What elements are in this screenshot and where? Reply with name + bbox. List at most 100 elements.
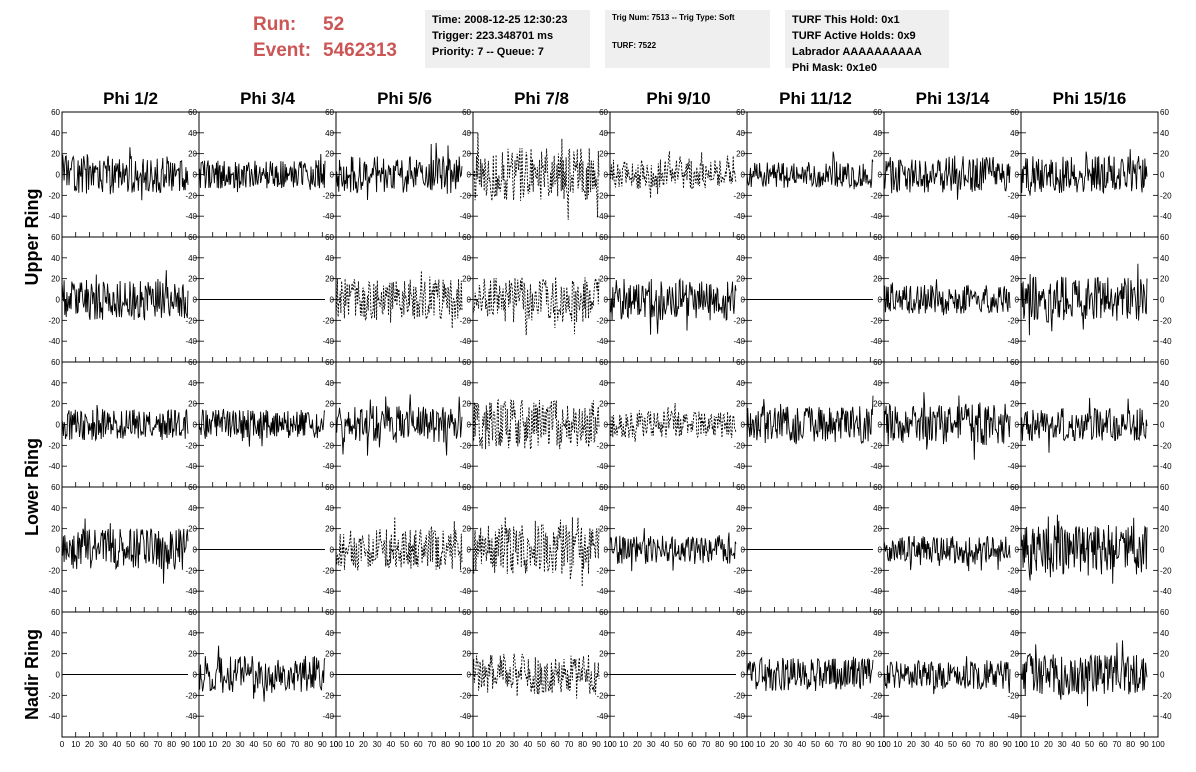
y-tick-label: 20 (599, 400, 608, 409)
waveform-trace-r2-c5 (746, 395, 874, 457)
y-tick-label: -20 (870, 316, 882, 325)
y-tick-label: 40 (325, 254, 334, 263)
y-tick-label: 20 (873, 400, 882, 409)
ring-label-1: Upper Ring (22, 189, 42, 286)
x-tick-label: 40 (523, 740, 532, 749)
waveform-trace-r4-c1 (198, 645, 326, 702)
y-tick-label: 60 (51, 233, 60, 242)
y-tick-label: -20 (322, 191, 334, 200)
y-tick-label: 60 (188, 608, 197, 617)
y-tick-label: -20 (870, 691, 882, 700)
y-tick-label: 0 (467, 171, 472, 180)
y-tick-label: 0 (741, 671, 746, 680)
x-tick-label: 90 (455, 740, 464, 749)
x-tick-label: 10 (756, 740, 765, 749)
y-tick-label: 20 (188, 650, 197, 659)
waveform-trace-r2-c7 (1020, 397, 1148, 453)
y-tick-label: -40 (185, 462, 197, 471)
y-tick-label-right: 60 (1160, 608, 1169, 617)
x-tick-label: 70 (564, 740, 573, 749)
y-tick-label: -40 (459, 712, 471, 721)
y-tick-label: 40 (325, 629, 334, 638)
y-tick-label: 0 (56, 546, 61, 555)
column-title-4: Phi 7/8 (514, 89, 569, 108)
y-tick-label: 0 (56, 421, 61, 430)
waveform-trace-r0-c6 (883, 155, 1011, 200)
y-tick-label: 40 (1010, 504, 1019, 513)
y-tick-label: -20 (322, 441, 334, 450)
y-tick-label: -20 (185, 441, 197, 450)
x-tick-label: 90 (1140, 740, 1149, 749)
y-tick-label: 40 (873, 504, 882, 513)
x-tick-label: 50 (948, 740, 957, 749)
y-tick-label: -20 (733, 691, 745, 700)
panel-frame-r0-c4 (609, 111, 748, 238)
y-tick-label: 60 (462, 108, 471, 117)
y-tick-label: 0 (330, 296, 335, 305)
y-tick-label: 40 (599, 504, 608, 513)
x-tick-label: 80 (715, 740, 724, 749)
x-tick-label: 80 (441, 740, 450, 749)
x-tick-label: 80 (167, 740, 176, 749)
y-tick-label: -40 (596, 212, 608, 221)
x-tick-label: 100 (466, 740, 480, 749)
y-tick-label-right: 40 (1160, 129, 1169, 138)
y-tick-label: 20 (736, 525, 745, 534)
event-label: Event: (253, 40, 312, 61)
y-tick-label: 60 (1010, 108, 1019, 117)
y-tick-label-right: 20 (1160, 400, 1169, 409)
x-tick-label: 0 (882, 740, 887, 749)
x-tick-label: 20 (496, 740, 505, 749)
y-tick-label: -40 (733, 462, 745, 471)
x-tick-label: 90 (1003, 740, 1012, 749)
y-tick-label: -40 (185, 587, 197, 596)
y-tick-label-right: 20 (1160, 525, 1169, 534)
x-tick-label: 0 (60, 740, 65, 749)
y-tick-label: 40 (51, 504, 60, 513)
waveform-trace-r1-c4 (609, 277, 737, 335)
run-row: Run: 52 (253, 12, 397, 38)
y-tick-label: -40 (185, 212, 197, 221)
y-tick-label: 60 (1010, 233, 1019, 242)
y-tick-label: 40 (873, 629, 882, 638)
y-tick-label: 40 (462, 504, 471, 513)
y-tick-label: 60 (325, 233, 334, 242)
y-tick-label: 20 (736, 400, 745, 409)
waveform-trace-r2-c1 (198, 408, 326, 447)
x-tick-label: 70 (153, 740, 162, 749)
y-tick-label: 0 (1015, 296, 1020, 305)
y-tick-label: 60 (599, 233, 608, 242)
y-tick-label: 0 (1015, 171, 1020, 180)
y-tick-label: 20 (188, 150, 197, 159)
y-tick-label: 0 (604, 671, 609, 680)
y-tick-label: 60 (1010, 608, 1019, 617)
y-tick-label-right: 60 (1160, 358, 1169, 367)
y-tick-label: -20 (48, 566, 60, 575)
y-tick-label: 20 (51, 150, 60, 159)
y-tick-label: 60 (873, 483, 882, 492)
y-tick-label-right: 0 (1160, 296, 1165, 305)
y-tick-label: -40 (596, 337, 608, 346)
y-tick-label: -20 (459, 316, 471, 325)
x-tick-label: 60 (962, 740, 971, 749)
y-tick-label: 40 (188, 629, 197, 638)
y-tick-label-right: -40 (1160, 712, 1172, 721)
y-tick-label: -20 (596, 316, 608, 325)
x-tick-label: 0 (471, 740, 476, 749)
y-tick-label: 20 (325, 275, 334, 284)
y-tick-label: 0 (878, 421, 883, 430)
x-tick-label: 10 (482, 740, 491, 749)
x-tick-label: 100 (1151, 740, 1165, 749)
waveform-trace-r1-c7 (1020, 263, 1148, 336)
y-tick-label: 40 (599, 129, 608, 138)
y-tick-label: 20 (51, 275, 60, 284)
priority-text: Priority: 7 -- Queue: 7 (432, 46, 544, 58)
y-tick-label: -20 (1007, 191, 1019, 200)
x-tick-label: 60 (688, 740, 697, 749)
x-tick-label: 90 (181, 740, 190, 749)
x-tick-label: 0 (334, 740, 339, 749)
y-tick-label: 40 (1010, 379, 1019, 388)
x-tick-label: 0 (1019, 740, 1024, 749)
column-title-1: Phi 1/2 (103, 89, 158, 108)
